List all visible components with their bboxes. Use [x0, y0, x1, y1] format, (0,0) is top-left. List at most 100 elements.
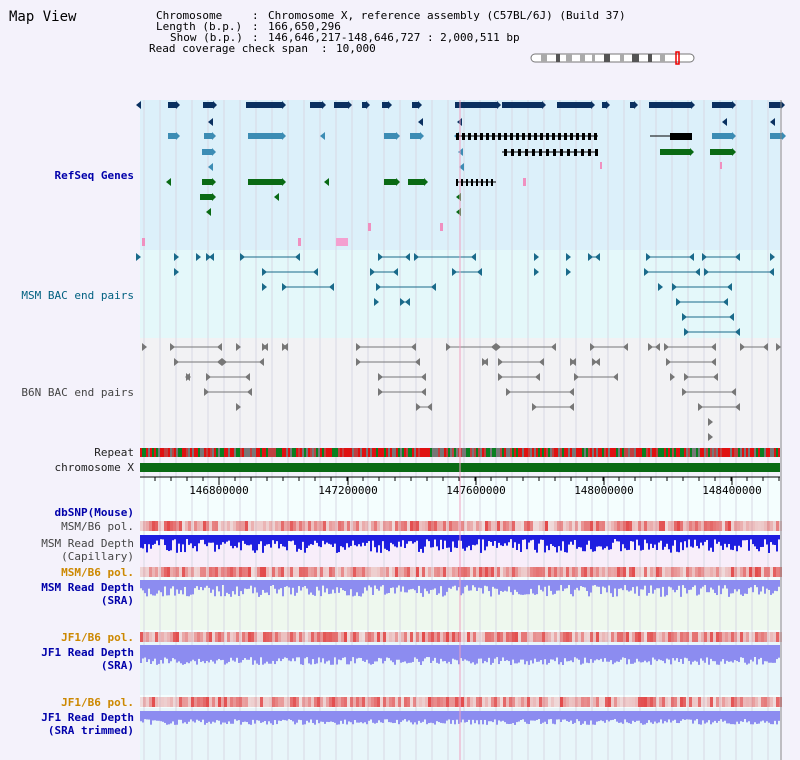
track-label-dbsnp[interactable]: dbSNP(Mouse)	[54, 506, 134, 519]
pol-cell	[698, 632, 701, 642]
repeat-segment	[654, 448, 656, 457]
depth-bar	[324, 580, 326, 593]
repeat-segment	[324, 448, 326, 457]
repeat-segment	[154, 448, 156, 457]
pol-cell	[263, 567, 266, 577]
depth-bar	[726, 711, 728, 724]
pol-cell	[332, 521, 335, 531]
pol-cell	[665, 567, 668, 577]
track-label-b6n-bac[interactable]: B6N BAC end pairs	[21, 386, 134, 399]
track-label-msm-read-depth-capillary[interactable]: MSM Read Depth	[41, 537, 134, 550]
depth-bar	[482, 535, 484, 540]
depth-bar	[570, 645, 572, 661]
pol-cell	[218, 567, 221, 577]
track-label-repeat[interactable]: Repeat	[94, 446, 134, 459]
track-label-chromosome[interactable]: chromosome X	[54, 461, 134, 474]
bac-end	[506, 388, 511, 396]
depth-bar	[606, 580, 608, 593]
track-label-refseq[interactable]: RefSeq Genes	[54, 169, 134, 182]
depth-bar	[684, 711, 686, 720]
snp-mark	[600, 162, 602, 169]
track-label-jf1-b6-pol-2[interactable]: JF1/B6 pol.	[61, 696, 134, 709]
pol-cell	[713, 521, 716, 531]
depth-bar	[426, 535, 428, 540]
pol-cell	[542, 632, 545, 642]
repeat-segment	[148, 448, 150, 457]
gene-body	[712, 133, 732, 139]
pol-cell	[167, 521, 170, 531]
depth-bar	[210, 711, 212, 724]
pol-cell	[182, 697, 185, 707]
depth-bar	[306, 711, 308, 721]
repeat-segment	[644, 448, 646, 457]
pol-cell	[176, 521, 179, 531]
refseq-gene-glyphs[interactable]	[136, 101, 786, 246]
depth-bar	[594, 535, 596, 552]
pol-cell	[608, 697, 611, 707]
depth-bar	[522, 535, 524, 540]
depth-bar	[158, 580, 160, 591]
depth-bar	[306, 580, 308, 589]
pol-cell	[686, 521, 689, 531]
repeat-segment	[618, 448, 620, 457]
depth-bar	[328, 535, 330, 544]
depth-bar	[590, 645, 592, 660]
depth-bar	[218, 580, 220, 592]
pol-cell	[314, 521, 317, 531]
depth-bar	[170, 535, 172, 551]
repeat-segment	[542, 448, 544, 457]
depth-bar	[250, 535, 252, 545]
bac-end	[378, 253, 383, 261]
snp-mark	[523, 178, 526, 186]
pol-cell	[203, 521, 206, 531]
repeat-segment	[684, 448, 686, 457]
bac-end	[623, 343, 628, 351]
depth-bar	[650, 645, 652, 665]
depth-bar	[428, 711, 430, 724]
repeat-segment	[344, 448, 346, 457]
depth-bar	[290, 580, 292, 595]
depth-bar	[488, 535, 490, 542]
bac-end	[415, 358, 420, 366]
depth-bar	[716, 645, 718, 665]
track-label-msm-bac[interactable]: MSM BAC end pairs	[21, 289, 134, 302]
chromosome-ideogram[interactable]	[530, 51, 695, 65]
bac-end	[666, 358, 671, 366]
pol-cell	[395, 521, 398, 531]
depth-bar	[540, 580, 542, 590]
pol-cell	[257, 697, 260, 707]
msm-bac-pair-glyphs[interactable]	[136, 253, 775, 336]
pol-cell	[443, 567, 446, 577]
track-label-jf1-b6-pol[interactable]: JF1/B6 pol.	[61, 631, 134, 644]
repeat-segment	[732, 448, 734, 457]
bac-end	[378, 373, 383, 381]
depth-bar	[424, 580, 426, 589]
pol-cell	[200, 567, 203, 577]
pol-cell	[428, 697, 431, 707]
track-label-msm-read-depth-sra[interactable]: MSM Read Depth	[41, 581, 134, 594]
depth-bar	[148, 711, 150, 720]
depth-bar	[156, 580, 158, 594]
track-label-msm-b6-pol-2[interactable]: MSM/B6 pol.	[61, 566, 134, 579]
depth-bar	[516, 645, 518, 664]
depth-bar	[628, 580, 630, 592]
pol-cell	[614, 697, 617, 707]
repeat-segment	[402, 448, 404, 457]
bac-end	[566, 268, 571, 276]
depth-bar	[774, 535, 776, 545]
depth-bar	[690, 535, 692, 547]
pol-cell	[212, 521, 215, 531]
track-label-msm-b6-pol[interactable]: MSM/B6 pol.	[61, 520, 134, 533]
b6n-bac-pair-glyphs[interactable]	[142, 343, 781, 441]
repeat-segment	[678, 448, 680, 457]
track-label-jf1-read-depth-trimmed[interactable]: JF1 Read Depth	[41, 711, 134, 724]
depth-bar	[682, 535, 684, 551]
pol-cell	[212, 567, 215, 577]
track-label-jf1-read-depth-sra[interactable]: JF1 Read Depth	[41, 646, 134, 659]
repeat-segment	[272, 448, 274, 457]
pol-cell	[599, 567, 602, 577]
depth-bar	[546, 711, 548, 725]
pol-cell	[668, 632, 671, 642]
depth-bar	[580, 535, 582, 548]
